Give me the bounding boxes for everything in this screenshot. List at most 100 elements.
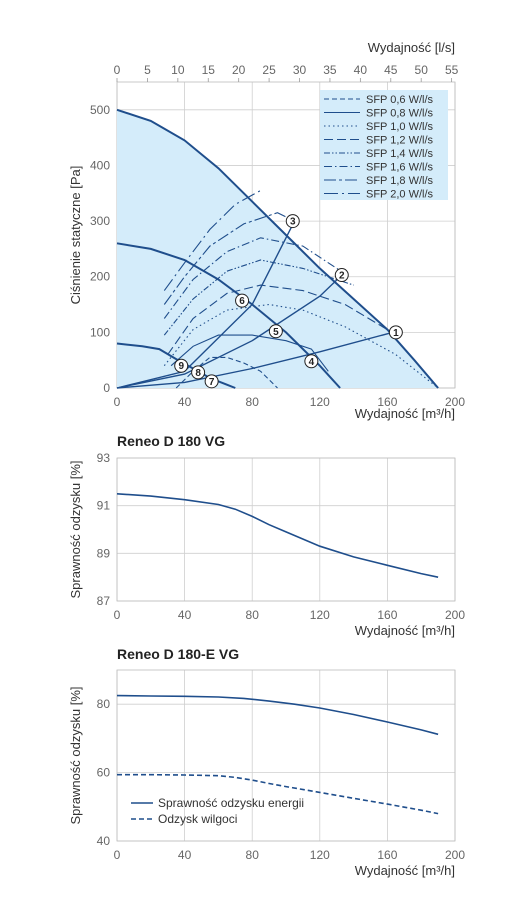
- x-tick-label: 160: [377, 395, 397, 409]
- efficiency-line: [116, 493, 439, 578]
- x-tick-label: 0: [114, 608, 121, 622]
- operating-area: [117, 109, 439, 389]
- x-tick-label: 80: [246, 848, 260, 862]
- x-top-tick-label: 10: [171, 63, 185, 77]
- fan-curve: [116, 108, 439, 389]
- operating-point-label: 4: [309, 357, 315, 368]
- moisture-recovery-line: [117, 773, 439, 815]
- legend-entry: SFP 1,2 W/l/s: [366, 135, 434, 147]
- x-top-tick-label: 0: [114, 63, 121, 77]
- operating-point-marker: [334, 268, 349, 283]
- operating-point-label: 1: [393, 328, 399, 339]
- operating-point-marker: [268, 324, 283, 339]
- energy-recovery-line: [116, 694, 439, 736]
- operating-point-label: 8: [195, 368, 201, 379]
- y-tick-label: 40: [97, 834, 111, 848]
- system-curve: [116, 276, 341, 389]
- legend-entry: SFP 0,8 W/l/s: [366, 108, 434, 120]
- x-tick-label: 0: [114, 848, 121, 862]
- operating-point-marker: [174, 358, 189, 373]
- x-tick-label: 80: [246, 395, 260, 409]
- x-tick-label: 160: [377, 608, 397, 622]
- legend-entry: Sprawność odzysku energii: [158, 796, 304, 810]
- x-axis-title: Wydajność [m³/h]: [355, 623, 455, 638]
- sfp-curve: [175, 356, 278, 389]
- operating-point-label: 6: [239, 296, 245, 307]
- x-top-tick-label: 45: [384, 63, 398, 77]
- y-tick-label: 89: [97, 546, 111, 560]
- y-tick-label: 91: [97, 499, 111, 513]
- x-top-tick-label: 50: [415, 63, 429, 77]
- sfp-curve: [163, 190, 261, 291]
- chart-recovery-vg: 0 40 80 120 160 200 87 89 91 93 Wydajność [m³/h] Sp…: [68, 451, 465, 638]
- y-tick-label: 300: [90, 214, 110, 228]
- sfp-curve: [163, 237, 346, 319]
- x-top-tick-label: 55: [445, 63, 459, 77]
- y-tick-label: 200: [90, 270, 110, 284]
- x-tick-label: 0: [114, 395, 121, 409]
- plot-frame: [116, 457, 456, 602]
- y-tick-label: 93: [97, 451, 111, 465]
- y-tick-label: 100: [90, 325, 110, 339]
- operating-point-label: 2: [339, 271, 345, 282]
- recovery-legend: Sprawność odzysku energii Odzysk wilgoci: [131, 796, 304, 826]
- operating-point-marker: [204, 374, 219, 389]
- legend-entry: SFP 1,8 W/l/s: [366, 175, 434, 187]
- legend-entry: SFP 2,0 W/l/s: [366, 189, 434, 201]
- y-tick-label: 400: [90, 158, 110, 172]
- x-top-tick-label: 20: [232, 63, 246, 77]
- legend-entry: SFP 1,4 W/l/s: [366, 148, 434, 160]
- legend-entry: Odzysk wilgoci: [158, 812, 237, 826]
- y-axis-title: Ciśnienie statyczne [Pa]: [68, 166, 83, 305]
- x-top-tick-label: 25: [262, 63, 276, 77]
- x-top-tick-label: 35: [323, 63, 337, 77]
- y-tick-label: 500: [90, 103, 110, 117]
- x-tick-label: 120: [310, 395, 330, 409]
- operating-point-label: 9: [178, 361, 184, 372]
- chart-title: Reneo D 180-E VG: [117, 646, 239, 662]
- y-tick-label: 0: [103, 381, 110, 395]
- x-axis-title: Wydajność [m³/h]: [355, 863, 455, 878]
- x-tick-label: 160: [377, 848, 397, 862]
- x-tick-label: 120: [310, 848, 330, 862]
- sfp-curve: [163, 212, 295, 305]
- operating-point-marker: [388, 325, 403, 340]
- sfp-curve: [167, 284, 388, 355]
- chart-title: Reneo D 180 VG: [117, 433, 225, 449]
- x-top-tick-label: 30: [293, 63, 307, 77]
- plot-frame: [116, 669, 456, 842]
- operating-point-label: 7: [209, 377, 215, 388]
- x-top-tick-label: 40: [354, 63, 368, 77]
- x-tick-label: 40: [178, 848, 192, 862]
- x-tick-label: 120: [310, 608, 330, 622]
- legend-entry: SFP 1,6 W/l/s: [366, 162, 434, 174]
- operating-point-marker: [191, 365, 206, 380]
- sfp-curve: [170, 334, 329, 372]
- x-tick-label: 200: [445, 395, 465, 409]
- x-tick-label: 200: [445, 608, 465, 622]
- y-tick-label: 80: [97, 697, 111, 711]
- x-tick-label: 40: [178, 395, 192, 409]
- legend-box: [320, 90, 448, 200]
- y-tick-label: 87: [97, 594, 111, 608]
- system-curve: [116, 331, 393, 389]
- operating-point-label: 5: [273, 327, 279, 338]
- operating-point-marker: [285, 214, 300, 229]
- x-tick-label: 80: [246, 608, 260, 622]
- y-axis-title: Sprawność odzysku [%]: [68, 460, 83, 598]
- x-tick-label: 200: [445, 848, 465, 862]
- sfp-curve: [163, 259, 354, 336]
- legend-entry: SFP 0,6 W/l/s: [366, 94, 434, 106]
- legend-entry: SFP 1,0 W/l/s: [366, 121, 434, 133]
- y-tick-label: 60: [97, 766, 111, 780]
- y-axis-title: Sprawność odzysku [%]: [68, 686, 83, 824]
- operating-point-label: 3: [290, 217, 296, 228]
- system-curve: [116, 220, 296, 389]
- x-top-tick-label: 15: [202, 63, 216, 77]
- x-axis-title: Wydajność [m³/h]: [355, 406, 455, 421]
- sfp-curve: [163, 303, 439, 389]
